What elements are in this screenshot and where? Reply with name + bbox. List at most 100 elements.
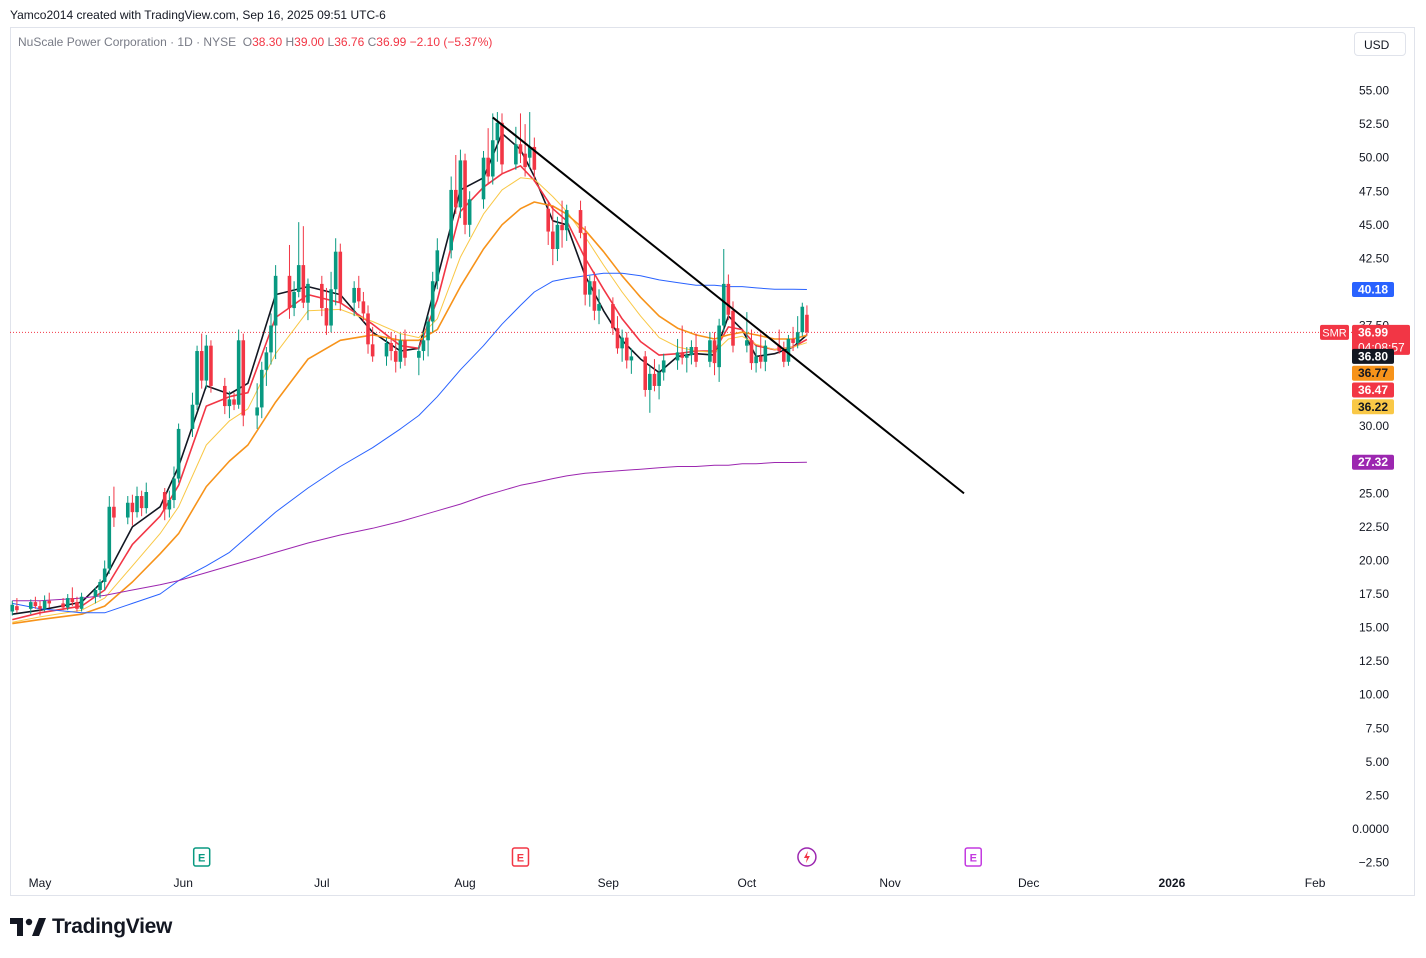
candle-body bbox=[495, 122, 500, 141]
moving-average-line bbox=[12, 201, 808, 625]
x-tick-label: Jun bbox=[174, 876, 193, 890]
candle-body bbox=[338, 251, 343, 303]
candle-body bbox=[75, 602, 79, 609]
trendline bbox=[492, 116, 965, 495]
candle-body bbox=[370, 344, 375, 357]
legend-close: 36.99 bbox=[376, 35, 407, 49]
candle-body bbox=[717, 325, 721, 368]
candle-body bbox=[259, 369, 264, 408]
candle-body bbox=[135, 496, 139, 513]
candle-body bbox=[398, 340, 403, 362]
x-tick-label: Aug bbox=[454, 876, 475, 890]
legend-low-label: L bbox=[327, 35, 335, 49]
candle-body bbox=[800, 306, 805, 333]
price-tag bbox=[1352, 348, 1394, 364]
candle-body bbox=[352, 287, 356, 303]
candle-body bbox=[28, 602, 33, 609]
candle-body bbox=[209, 345, 213, 386]
price-tag bbox=[1352, 282, 1394, 298]
tradingview-logo: TradingView bbox=[10, 915, 172, 939]
candle-body bbox=[749, 340, 754, 364]
candle-body bbox=[620, 337, 624, 349]
candle-body bbox=[490, 140, 495, 177]
price-tag-label: 36.77 bbox=[1358, 366, 1388, 380]
candle-body bbox=[481, 157, 486, 200]
candle-body bbox=[393, 351, 398, 362]
candle-body bbox=[190, 404, 195, 429]
candle-body bbox=[172, 478, 176, 501]
y-tick-label: 7.50 bbox=[1366, 721, 1390, 735]
candle-body bbox=[292, 291, 296, 309]
candle-body bbox=[731, 310, 735, 346]
candle-body bbox=[204, 345, 209, 381]
candle-body bbox=[102, 568, 107, 582]
candle-body bbox=[467, 199, 472, 225]
candle-body bbox=[486, 157, 490, 177]
y-tick-label: 47.50 bbox=[1359, 184, 1389, 198]
y-tick-label: 25.00 bbox=[1359, 486, 1389, 500]
y-tick-label: 50.00 bbox=[1359, 151, 1389, 165]
price-tag bbox=[1352, 399, 1394, 415]
candle-body bbox=[435, 250, 440, 282]
candle-body bbox=[227, 399, 232, 407]
candle-body bbox=[726, 283, 731, 315]
candle-body bbox=[236, 340, 241, 405]
candle-body bbox=[241, 340, 246, 416]
price-tag bbox=[1352, 365, 1394, 381]
candle-body bbox=[514, 144, 518, 165]
candle-body bbox=[301, 265, 306, 303]
candle-body bbox=[93, 590, 98, 597]
legend-high: 39.00 bbox=[294, 35, 325, 49]
price-tag-label: 36.47 bbox=[1358, 383, 1388, 397]
legend-symbol[interactable]: NuScale Power Corporation · 1D · NYSE bbox=[18, 35, 237, 49]
y-tick-label: 17.50 bbox=[1359, 587, 1389, 601]
price-tag bbox=[1352, 382, 1394, 398]
y-tick-label: 5.00 bbox=[1366, 755, 1390, 769]
candle-body bbox=[763, 345, 768, 362]
candle-body bbox=[518, 144, 523, 154]
tradingview-logo-icon bbox=[10, 918, 46, 936]
price-tag-label: 36.22 bbox=[1358, 400, 1388, 414]
candle-body bbox=[287, 275, 292, 309]
candle-body bbox=[675, 352, 680, 361]
earnings-marker-letter: E bbox=[970, 853, 977, 865]
candle-body bbox=[721, 283, 726, 326]
candle-body bbox=[694, 347, 698, 362]
candle-body bbox=[79, 596, 84, 609]
legend-open-label: O bbox=[242, 35, 253, 49]
candle-body bbox=[657, 372, 661, 386]
candle-body bbox=[361, 301, 366, 314]
candle-body bbox=[167, 500, 172, 510]
candle-body bbox=[661, 360, 666, 373]
candle-body bbox=[176, 428, 181, 479]
chart-frame[interactable] bbox=[10, 27, 1415, 896]
candle-body bbox=[98, 581, 102, 591]
y-tick-label: 45.00 bbox=[1359, 218, 1389, 232]
y-tick-label: 15.00 bbox=[1359, 621, 1389, 635]
moving-average-line bbox=[12, 272, 807, 614]
candle-body bbox=[648, 373, 652, 390]
legend-open: 38.30 bbox=[252, 35, 283, 49]
candle-body bbox=[689, 347, 694, 356]
currency-button[interactable]: USD bbox=[1354, 32, 1406, 56]
candle-body bbox=[421, 340, 426, 352]
y-tick-label: 10.00 bbox=[1359, 688, 1389, 702]
candle-body bbox=[125, 502, 130, 518]
candle-body bbox=[805, 314, 809, 333]
candle-body bbox=[195, 351, 199, 405]
candle-body bbox=[555, 224, 560, 249]
candle-body bbox=[306, 283, 310, 303]
y-tick-label: 42.50 bbox=[1359, 251, 1389, 265]
candle-body bbox=[578, 210, 583, 233]
candle-body bbox=[162, 492, 167, 510]
legend-change: −2.10 (−5.37%) bbox=[409, 35, 493, 49]
y-tick-label: 0.0000 bbox=[1352, 822, 1389, 836]
candle-body bbox=[15, 606, 19, 611]
candle-body bbox=[144, 492, 149, 509]
candle-body bbox=[712, 340, 717, 364]
price-tag-label: 27.32 bbox=[1358, 455, 1388, 469]
candle-body bbox=[33, 602, 38, 607]
y-tick-label: 2.50 bbox=[1366, 788, 1390, 802]
candle-body bbox=[356, 287, 361, 302]
